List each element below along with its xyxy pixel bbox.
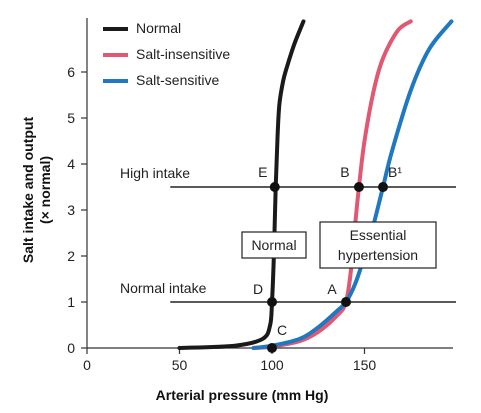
point-label: A (327, 281, 337, 297)
point-label: E (258, 164, 267, 180)
x-axis-title: Arterial pressure (mm Hg) (156, 387, 329, 403)
point-label: D (253, 281, 263, 297)
annotation-box (319, 221, 437, 269)
legend: Normal Salt-insensitive Salt-sensitive (103, 20, 230, 88)
y-tick-label: 3 (67, 202, 75, 218)
reference-line-label: High intake (120, 165, 190, 181)
y-axis-title: Salt intake and output (20, 117, 36, 264)
x-tick-label: 100 (260, 357, 284, 373)
point-label: B¹ (388, 164, 402, 180)
y-tick-label: 6 (67, 64, 75, 80)
annotation-text: Essential (350, 227, 407, 243)
legend-label: Salt-sensitive (136, 72, 219, 88)
x-tick-label: 50 (172, 357, 188, 373)
annotation-text: hypertension (338, 247, 418, 263)
series-layer (177, 19, 454, 350)
data-point (353, 182, 364, 192)
data-point (378, 182, 388, 192)
series-line-normal (177, 19, 306, 350)
annotation-text: Normal (251, 237, 296, 253)
y-tick-label: 2 (67, 248, 75, 264)
point-label: C (277, 322, 287, 338)
data-point (341, 297, 351, 307)
data-point (267, 297, 277, 307)
point-label: B (340, 164, 349, 180)
axes: 0 50 100 150 0 1 2 3 4 5 6 Arterial pressure (mm Hg… (20, 18, 453, 403)
reference-line-label: Normal intake (120, 280, 207, 296)
y-tick-label: 5 (67, 110, 75, 126)
y-tick-label: 1 (67, 294, 75, 310)
y-axis-title-units: (× normal) (37, 156, 53, 224)
annotation-box (241, 231, 307, 259)
data-point (269, 182, 280, 192)
points-layer: E B B¹ D A C (253, 164, 402, 353)
y-tick-label: 4 (67, 156, 75, 172)
data-point (267, 343, 277, 353)
annotations-layer: Normal Essential hypertension (241, 221, 437, 269)
reference-lines: High intake Normal intake (120, 165, 456, 303)
x-tick-label: 0 (83, 357, 91, 373)
legend-label: Normal (136, 20, 181, 36)
legend-label: Salt-insensitive (136, 46, 230, 62)
y-tick-label: 0 (67, 340, 75, 356)
series-line-salt-sensitive (251, 19, 454, 350)
x-tick-label: 150 (353, 357, 377, 373)
